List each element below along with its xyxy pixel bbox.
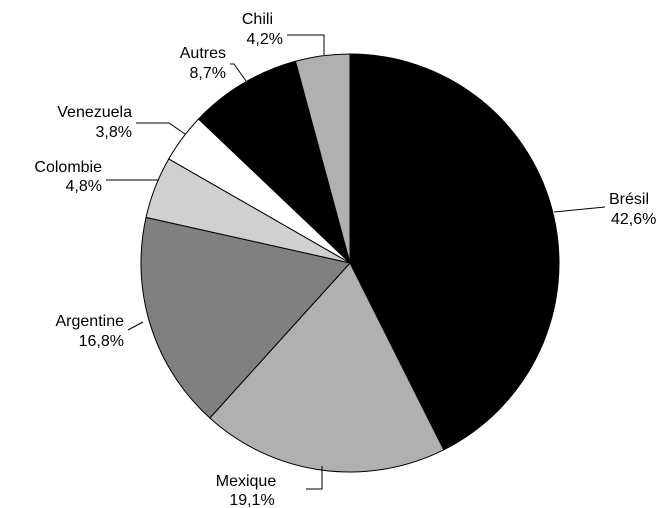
pie-slice-chili <box>294 53 351 264</box>
label-chili-name: Chili <box>242 11 273 28</box>
pie-slices <box>140 53 560 473</box>
label-bresil-value: 42,6% <box>611 211 656 228</box>
leader-line-mexique <box>306 466 323 490</box>
leader-line-autres <box>230 63 247 82</box>
label-colombie-value: 4,8% <box>66 178 102 195</box>
leader-line-venezuela <box>136 122 186 135</box>
pie-slice-bresil <box>349 53 560 451</box>
label-mexique-name: Mexique <box>216 473 277 490</box>
leader-lines <box>106 34 606 490</box>
label-colombie-name: Colombie <box>34 159 102 176</box>
pie-slice-autres <box>197 60 351 265</box>
label-argentine-value: 16,8% <box>79 333 124 350</box>
label-autres-value: 8,7% <box>190 65 226 82</box>
label-chili-value: 4,2% <box>247 31 283 48</box>
label-autres-name: Autres <box>180 45 226 62</box>
label-venezuela-name: Venezuela <box>57 104 132 121</box>
label-mexique-value: 19,1% <box>229 492 274 508</box>
label-venezuela-value: 3,8% <box>96 124 132 141</box>
leader-line-bresil <box>553 206 606 213</box>
label-argentine-name: Argentine <box>56 313 125 330</box>
leader-line-chili <box>287 34 325 55</box>
pie-slice-argentine <box>140 216 351 419</box>
leader-line-argentine <box>127 321 144 331</box>
label-bresil-name: Brésil <box>609 191 649 208</box>
